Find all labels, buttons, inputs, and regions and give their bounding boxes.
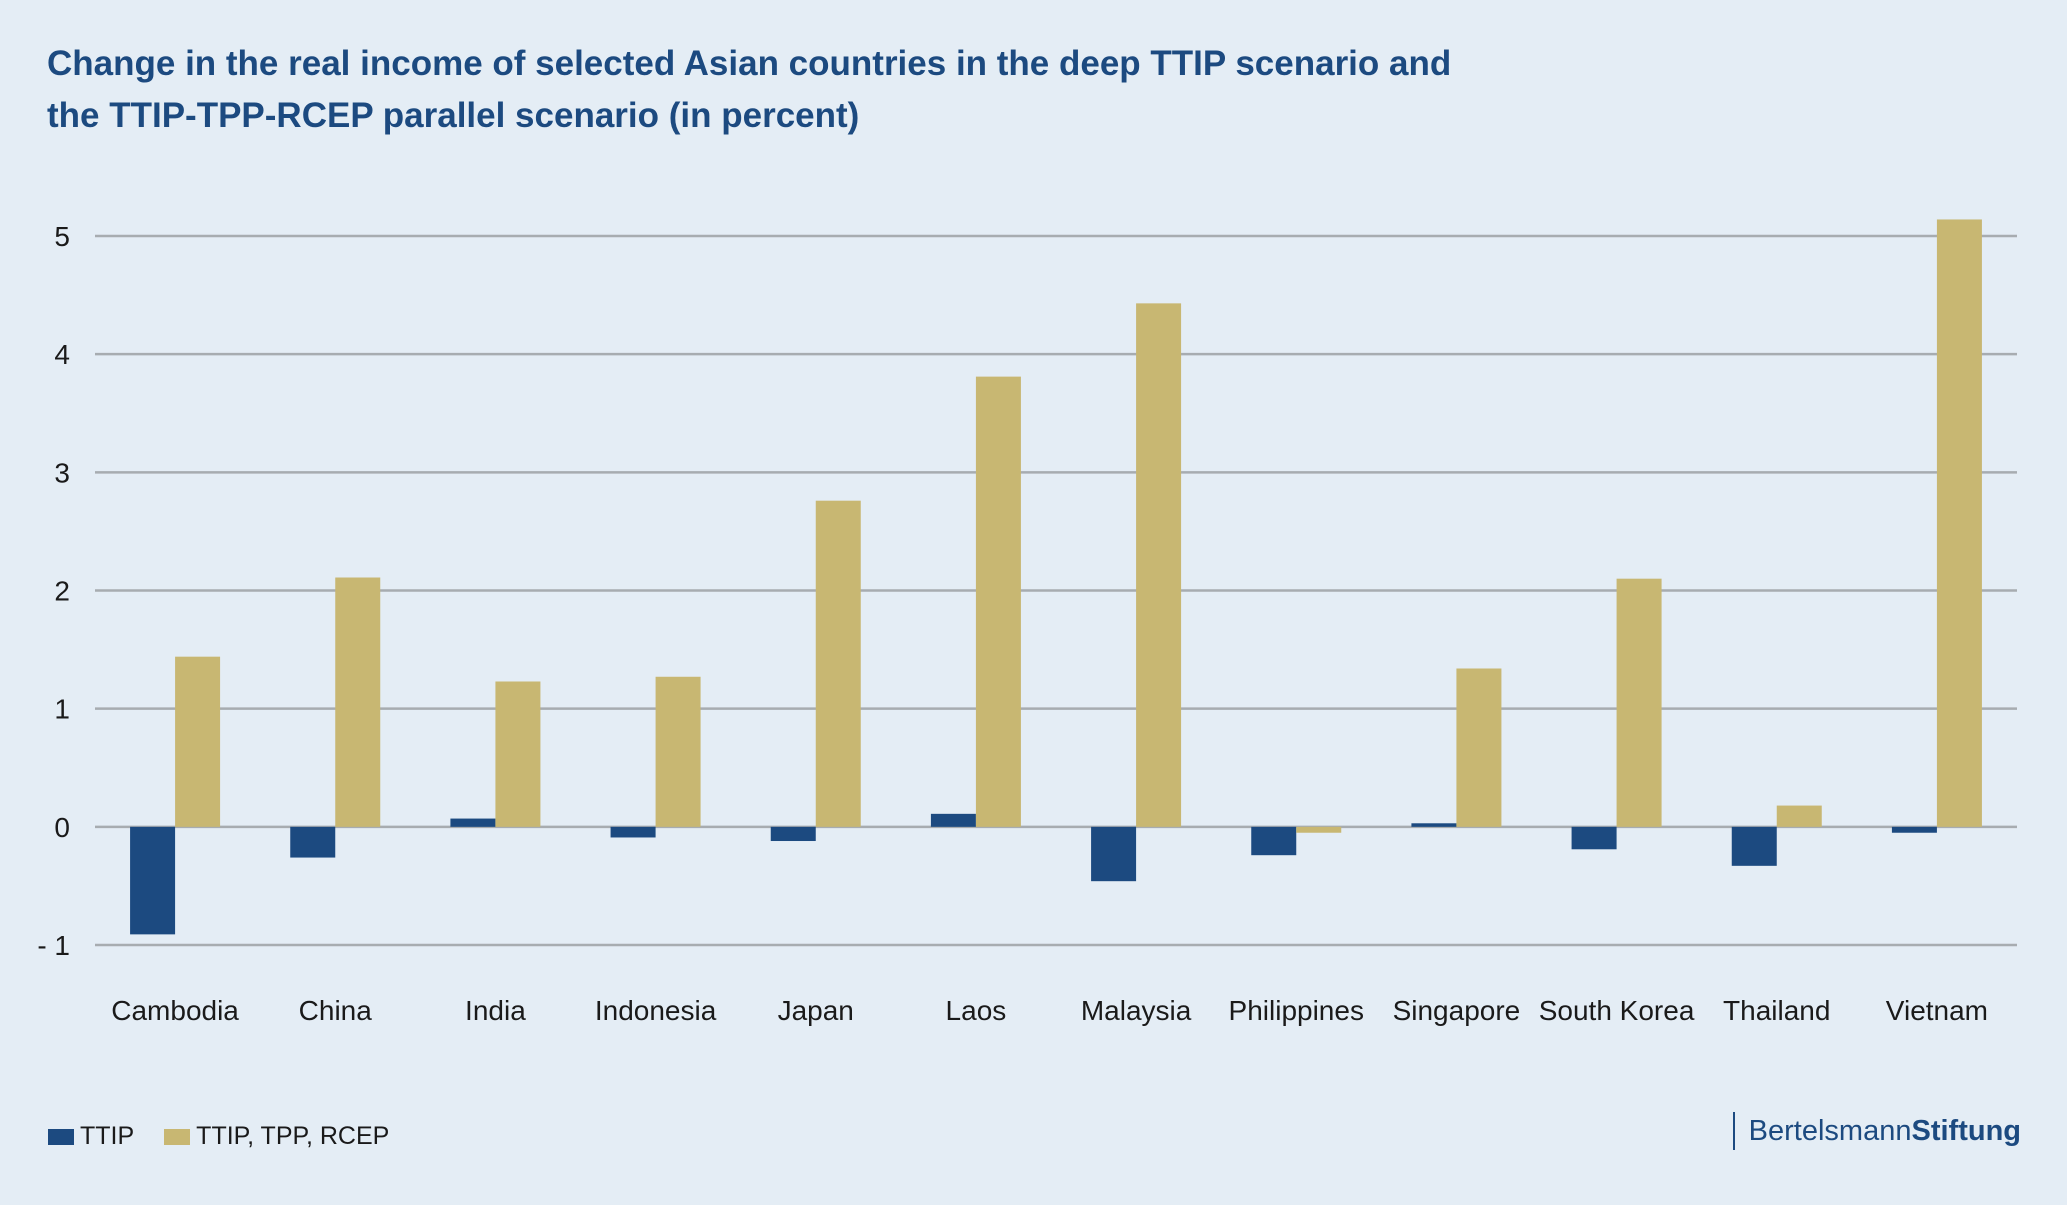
- bar-thailand-ttip: [1731, 826, 1777, 866]
- y-tick-label: 4: [54, 339, 70, 370]
- bar-singapore-ttip: [1411, 823, 1457, 827]
- bar-laos-ttip-tpp-rcep: [975, 376, 1021, 827]
- chart-title-line-1: Change in the real income of selected As…: [47, 44, 1452, 83]
- y-tick-label: - 1: [37, 930, 70, 961]
- legend: TTIP TTIP, TPP, RCEP: [48, 1122, 419, 1151]
- bar-chart: - 1 0 1 2 3 4 5 Cambodia China India Indonesia Jap…: [37, 219, 2017, 1026]
- bar-south-korea-ttip: [1571, 826, 1617, 850]
- y-tick-label: 1: [54, 694, 70, 725]
- y-tick-label: 0: [54, 812, 70, 843]
- chart-title: Change in the real income of selected As…: [47, 38, 1547, 142]
- bar-cambodia-ttip: [130, 826, 176, 935]
- bar-philippines-ttip-tpp-rcep: [1296, 826, 1342, 833]
- category-label-indonesia: Indonesia: [595, 995, 717, 1026]
- category-label-thailand: Thailand: [1723, 995, 1830, 1026]
- category-label-vietnam: Vietnam: [1886, 995, 1988, 1026]
- y-tick-label: 5: [54, 221, 70, 252]
- bar-japan-ttip-tpp-rcep: [815, 500, 861, 827]
- bar-cambodia-ttip-tpp-rcep: [175, 656, 221, 827]
- bar-vietnam-ttip: [1891, 826, 1937, 833]
- category-label-laos: Laos: [946, 995, 1007, 1026]
- category-label-philippines: Philippines: [1229, 995, 1364, 1026]
- bar-series: [130, 219, 1982, 935]
- bar-china-ttip-tpp-rcep: [335, 577, 381, 827]
- grid-lines: [95, 234, 2017, 947]
- legend-item-ttip-tpp-rcep: TTIP, TPP, RCEP: [164, 1122, 389, 1151]
- bar-philippines-ttip: [1251, 826, 1297, 856]
- legend-swatch-ttip-tpp-rcep: [164, 1128, 191, 1145]
- bar-laos-ttip: [930, 813, 976, 827]
- legend-label-ttip-tpp-rcep: TTIP, TPP, RCEP: [196, 1122, 390, 1150]
- bar-south-korea-ttip-tpp-rcep: [1616, 578, 1662, 827]
- bar-china-ttip: [290, 826, 336, 858]
- category-label-india: India: [465, 995, 526, 1026]
- bar-india-ttip: [450, 818, 496, 827]
- bar-malaysia-ttip-tpp-rcep: [1136, 303, 1182, 827]
- y-tick-label: 2: [54, 576, 70, 607]
- bar-thailand-ttip-tpp-rcep: [1776, 805, 1822, 827]
- bar-indonesia-ttip: [610, 826, 656, 838]
- category-label-singapore: Singapore: [1393, 995, 1521, 1026]
- brand-name-part1: Bertelsmann: [1748, 1115, 1912, 1147]
- category-label-japan: Japan: [778, 995, 854, 1026]
- x-axis-category-labels: Cambodia China India Indonesia Japan Laos Mala…: [111, 995, 1988, 1026]
- brand-logo: BertelsmannStiftung: [1732, 1112, 2021, 1150]
- brand-name-part2: Stiftung: [1911, 1115, 2021, 1147]
- bar-singapore-ttip-tpp-rcep: [1456, 668, 1502, 827]
- chart-title-line-2: the TTIP-TPP-RCEP parallel scenario (in …: [47, 96, 860, 135]
- category-label-cambodia: Cambodia: [111, 995, 239, 1026]
- category-label-south-korea: South Korea: [1539, 995, 1695, 1026]
- y-axis-tick-labels: - 1 0 1 2 3 4 5: [37, 221, 70, 961]
- legend-label-ttip: TTIP: [80, 1122, 135, 1150]
- legend-item-ttip: TTIP: [48, 1122, 134, 1151]
- category-label-china: China: [299, 995, 373, 1026]
- bar-india-ttip-tpp-rcep: [495, 681, 541, 827]
- bar-indonesia-ttip-tpp-rcep: [655, 676, 701, 827]
- bar-vietnam-ttip-tpp-rcep: [1936, 219, 1982, 827]
- bar-malaysia-ttip: [1091, 826, 1137, 882]
- legend-swatch-ttip: [48, 1128, 74, 1145]
- bar-japan-ttip: [770, 826, 816, 842]
- y-tick-label: 3: [54, 457, 70, 488]
- category-label-malaysia: Malaysia: [1081, 995, 1192, 1026]
